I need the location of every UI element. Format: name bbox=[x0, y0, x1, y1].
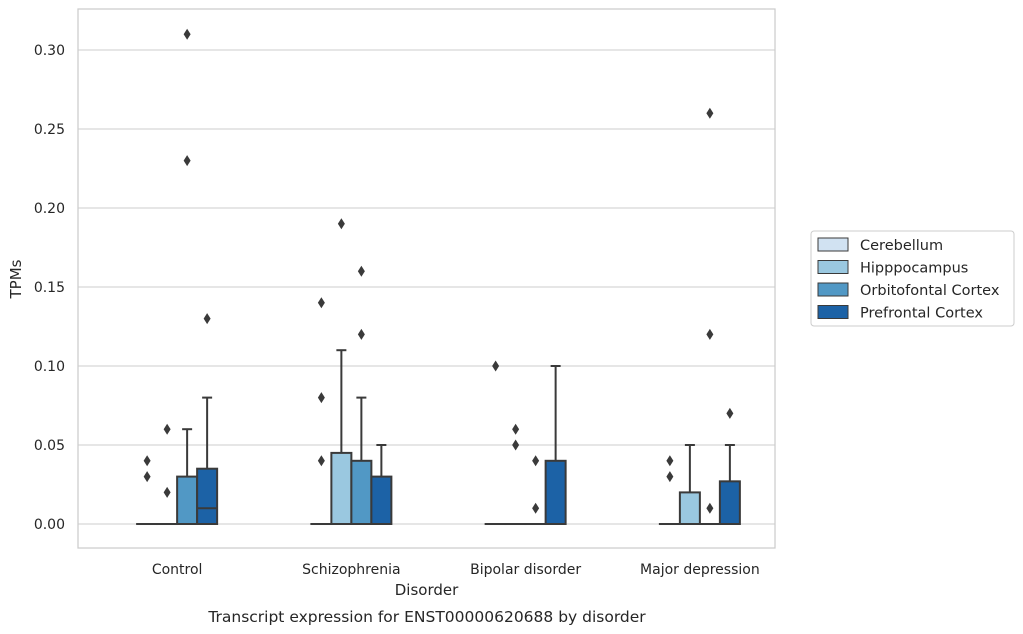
legend-swatch bbox=[817, 282, 849, 297]
box-orbitofontal-cortex bbox=[524, 455, 547, 526]
outlier-point bbox=[317, 297, 325, 309]
box-cerebellum bbox=[658, 455, 681, 526]
box-hipppocampus bbox=[156, 423, 179, 526]
box-orbitofontal-cortex bbox=[350, 265, 373, 525]
box-cerebellum bbox=[484, 360, 507, 526]
y-tick-label: 0.00 bbox=[34, 517, 65, 533]
x-tick-label: Major depression bbox=[640, 562, 760, 578]
box-cerebellum bbox=[136, 455, 159, 526]
box-prefrontal-cortex bbox=[370, 444, 393, 526]
box-prefrontal-cortex bbox=[196, 313, 219, 526]
outlier-point bbox=[337, 218, 345, 230]
outlier-point bbox=[492, 360, 500, 372]
outlier-point bbox=[143, 471, 151, 483]
legend-frame bbox=[810, 230, 1015, 327]
box-body bbox=[718, 480, 741, 525]
legend-swatch bbox=[817, 305, 849, 319]
box-orbitofontal-cortex bbox=[698, 107, 721, 526]
gridlines bbox=[78, 49, 775, 525]
x-tick-label: Bipolar disorder bbox=[470, 562, 581, 578]
outlier-point bbox=[143, 455, 151, 467]
plot-frame bbox=[77, 8, 776, 549]
outlier-point bbox=[706, 502, 714, 514]
outlier-point bbox=[163, 486, 171, 498]
box-orbitofontal-cortex bbox=[176, 28, 199, 526]
outlier-point bbox=[317, 455, 325, 467]
box-body bbox=[350, 459, 373, 525]
x-tick-labels: Control Schizophrenia Bipolar disorder Majo… bbox=[152, 562, 760, 578]
legend-swatch bbox=[817, 237, 849, 252]
legend-label: Hipppocampus bbox=[860, 261, 968, 277]
box-prefrontal-cortex bbox=[544, 365, 567, 525]
box-cerebellum bbox=[310, 297, 333, 526]
outlier-point bbox=[706, 107, 714, 119]
x-tick-label: Schizophrenia bbox=[302, 562, 400, 578]
outlier-point bbox=[203, 313, 211, 325]
outlier-point bbox=[532, 455, 540, 467]
box-body bbox=[544, 459, 567, 525]
outlier-point bbox=[512, 439, 520, 451]
box-body bbox=[678, 491, 701, 525]
legend-label: Orbitofontal Cortex bbox=[860, 283, 1000, 299]
legend-label: Prefrontal Cortex bbox=[860, 306, 983, 322]
x-axis-label: Disorder bbox=[395, 581, 459, 599]
legend-label: Cerebellum bbox=[860, 238, 943, 254]
boxes bbox=[136, 28, 741, 526]
box-body bbox=[196, 467, 219, 526]
x-tick-label: Control bbox=[152, 562, 203, 578]
y-tick-label: 0.30 bbox=[34, 43, 65, 59]
y-axis-label: TPMs bbox=[7, 259, 25, 299]
outlier-point bbox=[726, 407, 734, 419]
box-hipppocampus bbox=[330, 218, 353, 525]
outlier-point bbox=[512, 423, 520, 435]
outlier-point bbox=[666, 471, 674, 483]
y-tick-label: 0.10 bbox=[34, 359, 65, 375]
outlier-point bbox=[183, 28, 191, 40]
outlier-point bbox=[357, 265, 365, 277]
outlier-point bbox=[317, 392, 325, 404]
y-tick-labels: 0.00 0.05 0.10 0.15 0.20 0.25 0.30 bbox=[34, 43, 65, 533]
chart-caption: Transcript expression for ENST0000062068… bbox=[207, 608, 646, 626]
legend-swatch bbox=[817, 260, 849, 274]
legend: Cerebellum Hipppocampus Orbitofontal Corte… bbox=[810, 230, 1015, 327]
outlier-point bbox=[357, 328, 365, 340]
y-tick-label: 0.25 bbox=[34, 122, 65, 138]
outlier-point bbox=[183, 155, 191, 167]
y-tick-label: 0.20 bbox=[34, 201, 65, 217]
box-body bbox=[330, 451, 353, 525]
box-body bbox=[176, 475, 199, 526]
box-body bbox=[370, 475, 393, 526]
box-hipppocampus bbox=[678, 444, 701, 525]
box-prefrontal-cortex bbox=[718, 407, 741, 525]
y-tick-label: 0.15 bbox=[34, 280, 65, 296]
outlier-point bbox=[666, 455, 674, 467]
outlier-point bbox=[163, 423, 171, 435]
outlier-point bbox=[706, 328, 714, 340]
outlier-point bbox=[532, 502, 540, 514]
box-hipppocampus bbox=[504, 423, 527, 526]
y-tick-label: 0.05 bbox=[34, 438, 65, 454]
